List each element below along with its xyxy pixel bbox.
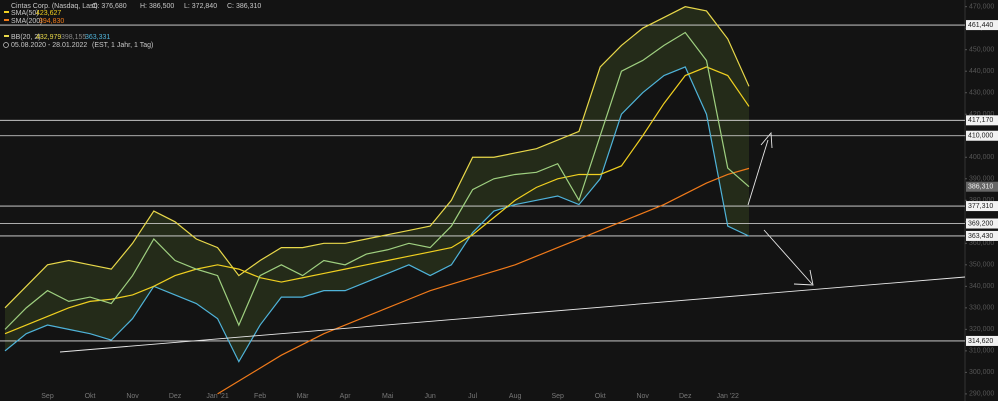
y-tick-label: 360,000 [969, 240, 994, 247]
y-tick-label: 440,000 [969, 68, 994, 75]
y-tick-label: 310,000 [969, 348, 994, 355]
sma200: SMA(200) [11, 18, 43, 25]
level-label: 363,430 [968, 233, 993, 240]
instrument: Cintas Corp. (Nasdaq, Last) [11, 3, 98, 10]
x-tick-label: Nov [636, 393, 649, 400]
y-tick-label: 420,000 [969, 111, 994, 118]
level-label: 377,310 [968, 203, 993, 210]
y-tick-label: 430,000 [969, 90, 994, 97]
x-tick-label: Jul [468, 393, 477, 400]
header: Cintas Corp. (Nasdaq, Last) O: 376,680 H… [3, 3, 261, 49]
y-tick-label: 340,000 [969, 283, 994, 290]
y-tick-label: 320,000 [969, 326, 994, 333]
y-tick-label: 290,000 [969, 391, 994, 398]
y-tick-label: 390,000 [969, 176, 994, 183]
series-line [4, 6, 750, 309]
x-tick-label: Feb [254, 393, 266, 400]
sma200-value: 394,830 [39, 18, 64, 25]
bb-mid: 398,155 [61, 34, 86, 41]
x-tick-label: Apr [340, 393, 352, 400]
high: H: 386,500 [140, 3, 174, 10]
level-label-box [966, 115, 998, 126]
arrow-up [747, 139, 769, 206]
y-tick-label: 450,000 [969, 47, 994, 54]
sma200-swatch [4, 19, 9, 21]
bb: BB(20, 2) [11, 34, 41, 41]
bb-swatch [4, 35, 9, 37]
last-price-box [966, 181, 998, 192]
level-label-box [966, 335, 998, 346]
y-tick-label: 380,000 [969, 197, 994, 204]
bb-upper: 432,979 [36, 34, 61, 41]
level-label: 461,440 [968, 22, 993, 29]
low: L: 372,840 [184, 3, 217, 10]
x-tick-label: Nov [126, 393, 139, 400]
y-tick-label: 350,000 [969, 262, 994, 269]
x-tick-label: Mär [297, 393, 310, 400]
x-tick-label: Aug [509, 393, 522, 400]
y-tick-label: 300,000 [969, 369, 994, 376]
close: C: 386,310 [227, 3, 261, 10]
arrow-down [763, 229, 813, 285]
clock-icon [3, 42, 9, 48]
bb-fill [5, 6, 749, 362]
annotations [59, 131, 966, 353]
x-tick-label: Jun [424, 393, 435, 400]
range-note: (EST, 1 Jahr, 1 Tag) [92, 42, 153, 49]
y-tick-label: 470,000 [969, 4, 994, 11]
x-tick-label: Sep [41, 393, 54, 400]
level-label-box [966, 20, 998, 31]
x-tick-label: Mai [382, 393, 394, 400]
x-tick-label: Jan '22 [717, 393, 739, 400]
level-label: 314,620 [968, 338, 993, 345]
x-tick-label: Okt [85, 393, 96, 400]
level-label: 417,170 [968, 117, 993, 124]
level-label-box [966, 201, 998, 212]
series-line [4, 66, 750, 335]
sma50-swatch [4, 11, 9, 13]
sma50: SMA(50) [11, 10, 39, 17]
x-tick-label: Sep [551, 393, 564, 400]
sma50-value: 423,627 [36, 10, 61, 17]
x-tick-label: Dez [169, 393, 182, 400]
level-label-box [966, 130, 998, 141]
level-label: 369,200 [968, 220, 993, 227]
arrow-down-head [793, 269, 814, 286]
level-label-box [966, 218, 998, 229]
x-tick-label: Okt [595, 393, 606, 400]
x-tick-label: Dez [679, 393, 692, 400]
series-line [217, 167, 750, 395]
level-label: 410,000 [968, 133, 993, 140]
trend-line [59, 276, 966, 353]
series-line [4, 31, 750, 330]
level-label-box [966, 230, 998, 241]
bb-lower: 363,331 [85, 34, 110, 41]
series-line [4, 66, 750, 363]
y-tick-label: 330,000 [969, 305, 994, 312]
range: 05.08.2020 - 28.01.2022 [11, 42, 87, 49]
y-tick-label: 400,000 [969, 154, 994, 161]
x-tick-label: Jan '21 [206, 393, 228, 400]
last-price-label: 386,310 [968, 184, 993, 191]
arrow-up-head [760, 131, 773, 149]
open: O: 376,680 [92, 3, 127, 10]
